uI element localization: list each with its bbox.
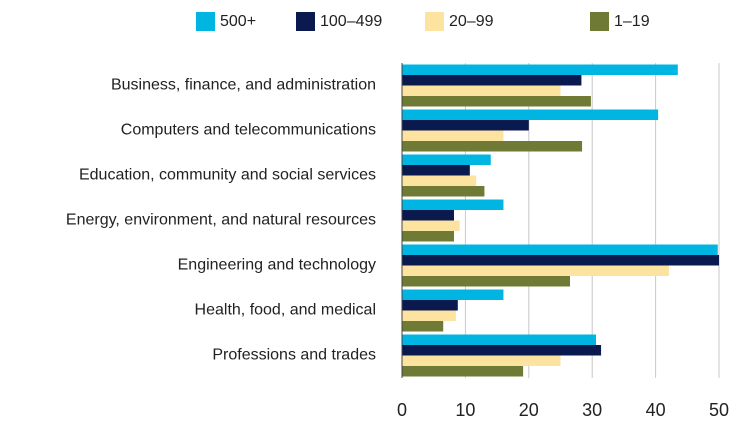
bar bbox=[402, 220, 460, 231]
bar bbox=[402, 321, 444, 332]
legend-swatch bbox=[296, 12, 315, 31]
bar bbox=[402, 210, 454, 221]
bar bbox=[402, 231, 454, 242]
bar bbox=[402, 345, 602, 356]
legend-label: 100–499 bbox=[320, 13, 382, 30]
x-tick-label: 10 bbox=[455, 400, 475, 420]
bar bbox=[402, 276, 571, 287]
bar bbox=[402, 355, 561, 366]
bar bbox=[402, 64, 678, 75]
bar bbox=[402, 141, 583, 152]
bar bbox=[402, 85, 561, 96]
bar bbox=[402, 175, 477, 186]
legend-label: 500+ bbox=[220, 13, 256, 30]
legend-swatch bbox=[590, 12, 609, 31]
category-label: Energy, environment, and natural resourc… bbox=[66, 212, 376, 229]
bar bbox=[402, 154, 491, 165]
bar bbox=[402, 265, 669, 276]
x-tick-label: 20 bbox=[519, 400, 539, 420]
x-tick-label: 30 bbox=[582, 400, 602, 420]
bar bbox=[402, 199, 504, 210]
bar bbox=[402, 310, 456, 321]
bar bbox=[402, 289, 504, 300]
legend-swatch bbox=[425, 12, 444, 31]
bar bbox=[402, 165, 470, 176]
category-label: Engineering and technology bbox=[178, 257, 376, 274]
legend-label: 20–99 bbox=[449, 13, 494, 30]
bar bbox=[402, 96, 591, 107]
category-label: Education, community and social services bbox=[79, 167, 376, 184]
x-tick-label: 0 bbox=[397, 400, 407, 420]
x-tick-label: 40 bbox=[646, 400, 666, 420]
bar bbox=[402, 120, 529, 131]
legend-swatch bbox=[196, 12, 215, 31]
category-label: Health, food, and medical bbox=[195, 302, 376, 319]
bar bbox=[402, 75, 582, 86]
bar bbox=[402, 334, 597, 345]
bar bbox=[402, 366, 524, 377]
bar bbox=[402, 186, 485, 197]
legend-label: 1–19 bbox=[614, 13, 650, 30]
category-label: Computers and telecommunications bbox=[121, 122, 376, 139]
category-label: Professions and trades bbox=[212, 347, 376, 364]
bar bbox=[402, 109, 659, 120]
bar bbox=[402, 255, 719, 266]
bar bbox=[402, 244, 718, 255]
bar bbox=[402, 130, 504, 141]
bar bbox=[402, 300, 458, 311]
x-tick-label: 50 bbox=[709, 400, 729, 420]
category-label: Business, finance, and administration bbox=[111, 77, 376, 94]
